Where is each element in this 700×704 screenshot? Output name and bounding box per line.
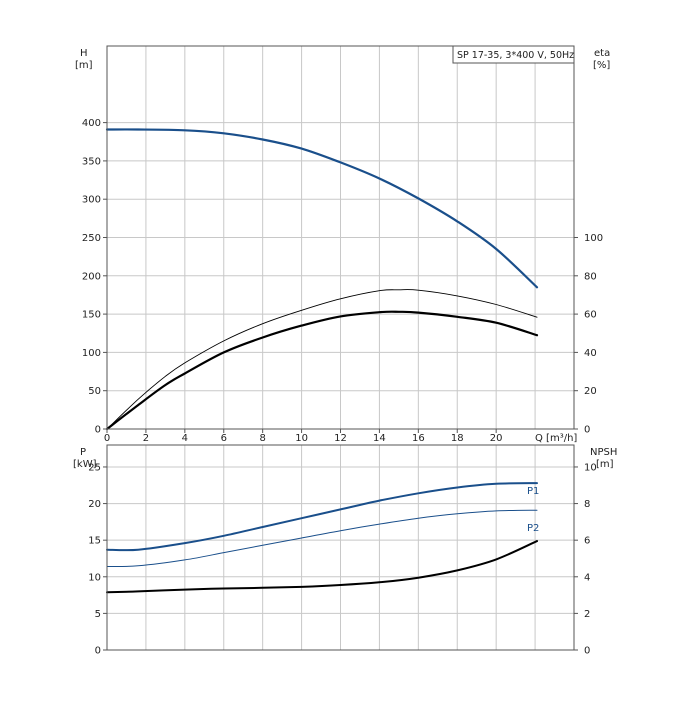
top-right-axis-unit: [%]	[593, 60, 610, 71]
x-tick-label: 6	[221, 433, 227, 444]
x-tick-label: 2	[143, 433, 149, 444]
bottom-right-tick-label: 10	[584, 462, 597, 473]
top-left-tick-label: 300	[82, 195, 101, 206]
top-series-3	[105, 310, 539, 431]
bottom-left-tick-label: 0	[95, 646, 101, 657]
top-right-tick-label: 80	[584, 271, 597, 282]
bottom-right-tick-label: 4	[584, 572, 590, 583]
top-left-axis-label: H	[80, 48, 88, 59]
x-axis-label: Q [m³/h]	[535, 433, 577, 444]
x-tick-label: 10	[295, 433, 308, 444]
bottom-right-axis-unit: [m]	[596, 459, 614, 470]
top-left-tick-label: 50	[88, 386, 101, 397]
x-tick-label: 16	[412, 433, 425, 444]
bottom-left-tick-label: 20	[88, 499, 101, 510]
bottom-right-axis-label: NPSH	[590, 447, 617, 458]
top-left-axis-unit: [m]	[75, 60, 93, 71]
top-left-tick-label: 250	[82, 233, 101, 244]
bottom-left-tick-label: 10	[88, 572, 101, 583]
x-tick-label: 20	[490, 433, 503, 444]
bottom-right-tick-label: 6	[584, 536, 590, 547]
series-label-p2: P2	[527, 523, 539, 534]
bottom-right-tick-label: 2	[584, 609, 590, 620]
x-tick-label: 14	[373, 433, 386, 444]
top-chart-frame	[106, 45, 575, 430]
top-series-2	[106, 289, 538, 430]
top-chart-grid	[107, 46, 574, 429]
bottom-left-axis-label: P	[80, 447, 86, 458]
top-left-tick-label: 100	[82, 348, 101, 359]
top-left-tick-label: 200	[82, 271, 101, 282]
x-tick-label: 8	[259, 433, 265, 444]
bottom-series-1	[106, 509, 538, 568]
top-left-tick-label: 350	[82, 156, 101, 167]
x-tick-label: 12	[334, 433, 347, 444]
top-right-axis-label: eta	[594, 48, 610, 59]
x-tick-label: 4	[182, 433, 188, 444]
bottom-chart-grid	[107, 445, 574, 650]
chart-title: SP 17-35, 3*400 V, 50Hz	[457, 50, 574, 61]
top-left-tick-label: 150	[82, 310, 101, 321]
series-label-p1: P1	[527, 486, 539, 497]
top-series-0	[105, 128, 539, 289]
bottom-series-2	[106, 540, 538, 594]
top-left-tick-label: 400	[82, 118, 101, 129]
x-tick-label: 18	[451, 433, 464, 444]
bottom-right-tick-label: 0	[584, 646, 590, 657]
bottom-chart-frame	[106, 444, 575, 651]
top-right-tick-label: 40	[584, 348, 597, 359]
bottom-left-tick-label: 15	[88, 536, 101, 547]
top-right-tick-label: 20	[584, 386, 597, 397]
top-chart-series	[105, 128, 539, 431]
bottom-right-tick-label: 8	[584, 499, 590, 510]
top-right-tick-label: 60	[584, 310, 597, 321]
bottom-left-tick-label: 25	[88, 462, 101, 473]
x-tick-label: 0	[104, 433, 110, 444]
bottom-left-tick-label: 5	[95, 609, 101, 620]
top-right-tick-label: 0	[584, 425, 590, 436]
title-box	[452, 45, 575, 64]
bottom-series-0	[106, 482, 538, 552]
bottom-chart-series	[106, 482, 538, 594]
top-right-tick-label: 100	[584, 233, 603, 244]
top-left-tick-label: 0	[95, 425, 101, 436]
bottom-left-axis-unit: [kW]	[73, 459, 97, 470]
